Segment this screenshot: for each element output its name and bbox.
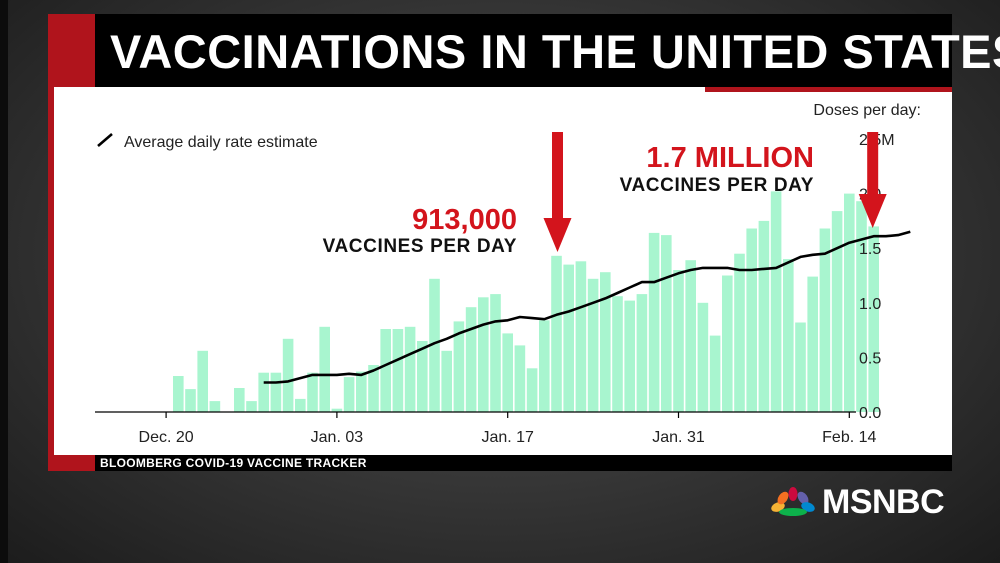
- bar: [624, 300, 635, 412]
- peacock-icon: [771, 487, 815, 516]
- bar: [270, 372, 282, 412]
- page-title: VACCINATIONS IN THE UNITED STATES: [110, 25, 1000, 78]
- source-bar: [48, 455, 952, 471]
- bar: [685, 260, 696, 412]
- bar: [844, 193, 855, 412]
- bar: [722, 275, 733, 412]
- network-name: MSNBC: [822, 482, 945, 521]
- x-ticks: Dec. 20 Jan. 03 Jan. 17 Jan. 31 Feb. 14: [139, 412, 877, 446]
- y-tick-label: 0.5: [859, 350, 881, 367]
- bar: [356, 371, 367, 412]
- legend-line-swatch: [97, 133, 113, 147]
- bar: [234, 388, 245, 412]
- x-tick-label: Feb. 14: [822, 429, 876, 446]
- bar: [209, 401, 221, 412]
- average-line: [263, 230, 911, 384]
- bar: [600, 272, 611, 412]
- bar: [368, 365, 379, 412]
- bar: [758, 220, 770, 412]
- left-frame-edge: [0, 0, 8, 563]
- y-tick-label: 1.5: [859, 241, 881, 258]
- bar: [282, 338, 294, 412]
- bar: [453, 321, 465, 412]
- arrow-down-icon: [858, 132, 887, 228]
- bar: [490, 294, 501, 412]
- bar: [636, 294, 648, 412]
- bar: [856, 201, 867, 412]
- bar: [587, 278, 599, 412]
- bar: [575, 261, 587, 412]
- bar: [868, 226, 879, 412]
- bar: [831, 211, 843, 412]
- bar: [661, 235, 672, 412]
- bar: [331, 408, 343, 412]
- bar: [807, 276, 818, 412]
- bar: [734, 253, 745, 412]
- annotations: 913,000 VACCINES PER DAY 1.7 MILLION VAC…: [323, 132, 887, 257]
- bar: [343, 377, 355, 412]
- annotation-1-value: 913,000: [412, 204, 517, 236]
- bar: [514, 345, 526, 412]
- y-tick-label: 0.0: [859, 405, 881, 422]
- arrow-down-icon: [543, 132, 572, 252]
- bar: [673, 270, 684, 412]
- source-accent: [48, 455, 95, 471]
- panel-top-accent-line: [705, 87, 952, 92]
- bar: [197, 350, 208, 412]
- panel-left-accent: [48, 87, 54, 461]
- annotation-2-value: 1.7 MILLION: [646, 142, 814, 174]
- bar: [526, 368, 538, 412]
- legend-label: Average daily rate estimate: [124, 134, 318, 151]
- bar: [770, 191, 782, 412]
- bar: [246, 401, 257, 412]
- x-tick-label: Dec. 20: [139, 429, 194, 446]
- bar: [478, 297, 489, 412]
- annotation-1-label: VACCINES PER DAY: [323, 236, 517, 257]
- bar: [709, 335, 721, 412]
- bar: [429, 278, 440, 412]
- network-logo: MSNBC: [770, 482, 945, 521]
- bar: [648, 232, 660, 412]
- bar: [551, 255, 562, 412]
- bar: [612, 296, 623, 412]
- bar: [783, 259, 794, 412]
- bar: [185, 389, 196, 412]
- bar: [392, 329, 404, 412]
- annotation-2-label: VACCINES PER DAY: [620, 175, 814, 196]
- x-tick-label: Jan. 17: [481, 429, 534, 446]
- bar: [295, 398, 306, 412]
- bar: [258, 372, 269, 412]
- bar: [539, 320, 550, 412]
- bar: [697, 302, 709, 412]
- bar: [319, 326, 330, 412]
- y-tick-label: 1.0: [859, 296, 881, 313]
- bar: [746, 228, 757, 412]
- bar: [795, 322, 806, 412]
- bar: [441, 350, 452, 412]
- bars-layer: [173, 191, 879, 412]
- bar: [380, 329, 391, 412]
- bar: [404, 326, 416, 412]
- title-bar: [48, 14, 952, 87]
- x-tick-label: Jan. 31: [652, 429, 705, 446]
- bar: [502, 333, 513, 412]
- title-accent: [48, 14, 95, 87]
- y-axis-label: Doses per day:: [813, 102, 921, 119]
- bar: [819, 228, 831, 412]
- bar: [563, 264, 574, 412]
- bar: [173, 376, 184, 412]
- bar: [417, 341, 428, 412]
- bar: [307, 372, 318, 412]
- source-label: BLOOMBERG COVID-19 VACCINE TRACKER: [100, 456, 367, 470]
- bar: [465, 307, 477, 412]
- x-tick-label: Jan. 03: [311, 429, 364, 446]
